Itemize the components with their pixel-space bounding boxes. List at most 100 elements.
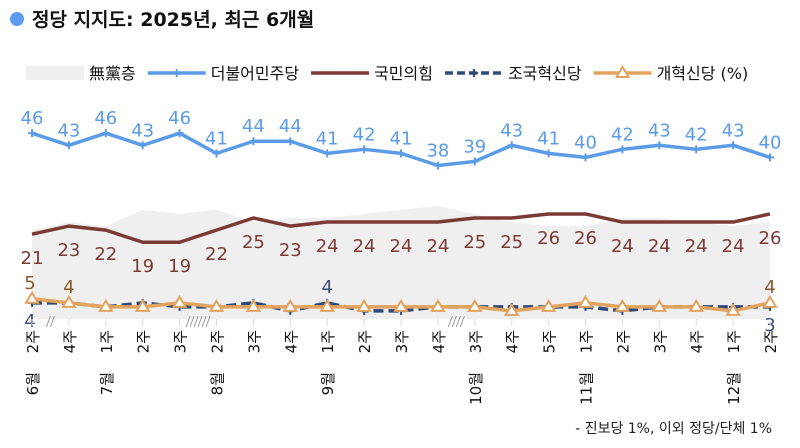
point-marker bbox=[24, 290, 40, 304]
data-label: 4 bbox=[63, 277, 74, 298]
point-marker bbox=[249, 137, 258, 146]
legend-label: 더불어민주당 bbox=[211, 64, 300, 83]
point-marker bbox=[692, 145, 701, 154]
point-marker bbox=[61, 294, 77, 308]
data-label: 24 bbox=[648, 236, 671, 257]
point-marker bbox=[393, 298, 409, 312]
data-label: 26 bbox=[537, 228, 560, 249]
point-marker bbox=[134, 298, 151, 312]
data-label: 40 bbox=[574, 132, 597, 153]
point-marker bbox=[212, 149, 221, 158]
axis-break-mark bbox=[451, 315, 457, 328]
point-marker bbox=[208, 298, 225, 312]
point-marker bbox=[286, 137, 295, 146]
x-tick-label: 4주 bbox=[504, 330, 522, 353]
data-label: 4 bbox=[321, 277, 332, 298]
legend-label: 조국혁신당 bbox=[508, 64, 582, 83]
series-0 bbox=[32, 205, 770, 319]
axis-break-mark bbox=[49, 315, 55, 328]
data-label: 4 bbox=[24, 311, 35, 332]
legend-item-4: 개혁신당 (%) bbox=[593, 64, 748, 83]
x-month-label: 11월 bbox=[578, 372, 596, 405]
x-tick-label: 2주 bbox=[24, 330, 42, 353]
legend-swatch bbox=[26, 66, 84, 80]
point-marker bbox=[245, 298, 262, 312]
legend-label: 국민의힘 bbox=[374, 64, 433, 83]
axis-break-mark bbox=[193, 315, 199, 328]
x-tick-label: 3주 bbox=[467, 330, 485, 353]
point-marker bbox=[614, 65, 631, 78]
x-month-label: 7월 bbox=[98, 372, 116, 395]
x-tick-label: 2주 bbox=[762, 330, 780, 353]
x-tick-label: 3주 bbox=[393, 330, 411, 353]
data-label: 24 bbox=[426, 236, 449, 257]
axis-break-mark bbox=[205, 315, 211, 328]
data-label: 26 bbox=[759, 228, 782, 249]
point-marker bbox=[467, 298, 483, 312]
series-1: 46 43 46 43 46 41 44 44 41 42 41 38 39 43 41 40 42 43 42 43… bbox=[21, 108, 781, 170]
point-marker bbox=[651, 298, 668, 312]
chart-title: 정당 지지도: 2025년, 최근 6개월 bbox=[32, 9, 314, 31]
point-marker bbox=[397, 149, 405, 158]
data-label: 26 bbox=[574, 228, 597, 249]
data-label: 46 bbox=[94, 108, 117, 129]
legend: 無黨층 더불어민주당 국민의힘 조국혁신당 개혁신당 (%) bbox=[26, 64, 748, 83]
point-marker bbox=[323, 149, 332, 158]
x-tick-label: 1주 bbox=[319, 330, 337, 353]
data-label: 19 bbox=[168, 256, 191, 277]
point-marker bbox=[430, 298, 446, 312]
data-label: 24 bbox=[316, 236, 339, 257]
series-line bbox=[31, 212, 771, 244]
data-label: 39 bbox=[463, 136, 486, 157]
x-tick-label: 1주 bbox=[98, 330, 116, 353]
data-label: 22 bbox=[94, 244, 117, 265]
data-label: 24 bbox=[685, 236, 708, 257]
point-marker bbox=[319, 298, 335, 312]
data-label: 24 bbox=[353, 236, 376, 257]
point-marker bbox=[171, 294, 188, 308]
data-label: 22 bbox=[205, 244, 228, 265]
data-label: 25 bbox=[500, 232, 523, 253]
axis-break-mark bbox=[459, 315, 465, 328]
axis-break-mark bbox=[189, 315, 195, 328]
x-tick-label: 2주 bbox=[209, 330, 227, 353]
point-marker bbox=[172, 69, 181, 77]
point-marker bbox=[28, 129, 36, 138]
x-tick-label: 3주 bbox=[245, 330, 263, 353]
data-label: 23 bbox=[57, 240, 80, 261]
point-marker bbox=[507, 141, 516, 150]
data-label: 41 bbox=[205, 128, 228, 149]
point-marker bbox=[729, 141, 738, 150]
x-tick-label: 4주 bbox=[430, 330, 448, 353]
point-marker bbox=[540, 298, 557, 312]
point-marker bbox=[64, 141, 73, 150]
point-marker bbox=[688, 298, 704, 312]
data-label: 21 bbox=[21, 248, 44, 269]
axis-break-mark bbox=[447, 315, 453, 328]
axis-break-mark bbox=[201, 315, 207, 328]
data-label: 24 bbox=[611, 236, 634, 257]
point-marker bbox=[433, 161, 442, 170]
title-dot-icon bbox=[10, 12, 24, 26]
data-label: 43 bbox=[131, 120, 154, 141]
legend-label: 無黨층 bbox=[89, 64, 136, 83]
x-tick-label: 2주 bbox=[614, 330, 632, 353]
footnote: - 진보당 1%, 이외 정당/단체 1% bbox=[575, 421, 772, 437]
x-tick-label: 3주 bbox=[651, 330, 669, 353]
legend-item-1: 더불어민주당 bbox=[147, 64, 300, 83]
point-marker bbox=[762, 294, 778, 308]
data-label: 43 bbox=[500, 120, 523, 141]
point-marker bbox=[360, 145, 369, 154]
x-month-label: 6월 bbox=[24, 372, 42, 395]
data-label: 25 bbox=[242, 232, 265, 253]
data-label: 24 bbox=[722, 236, 745, 257]
data-label: 42 bbox=[611, 124, 634, 145]
point-marker bbox=[544, 149, 553, 158]
data-label: 43 bbox=[648, 120, 671, 141]
x-tick-label: 4주 bbox=[282, 330, 300, 353]
x-tick-label: 2주 bbox=[356, 330, 374, 353]
point-marker bbox=[282, 298, 299, 312]
point-marker bbox=[766, 153, 774, 162]
